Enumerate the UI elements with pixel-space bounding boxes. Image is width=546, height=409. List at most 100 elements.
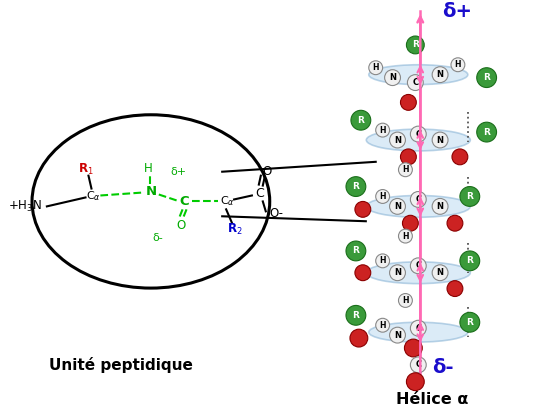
Circle shape bbox=[351, 110, 371, 130]
Circle shape bbox=[432, 132, 448, 148]
Text: C: C bbox=[412, 78, 418, 87]
Text: N: N bbox=[394, 268, 401, 277]
Text: H: H bbox=[402, 231, 408, 240]
Circle shape bbox=[460, 251, 480, 271]
Ellipse shape bbox=[369, 65, 468, 85]
Circle shape bbox=[400, 149, 416, 165]
Text: R: R bbox=[412, 40, 419, 49]
Circle shape bbox=[411, 258, 426, 274]
Text: C: C bbox=[416, 261, 422, 270]
Circle shape bbox=[406, 36, 424, 54]
Circle shape bbox=[407, 75, 423, 90]
Text: +H$_3$N: +H$_3$N bbox=[8, 199, 42, 214]
Text: R$_2$: R$_2$ bbox=[227, 222, 243, 237]
Circle shape bbox=[460, 187, 480, 207]
Circle shape bbox=[376, 254, 390, 268]
Text: H: H bbox=[455, 60, 461, 69]
Text: δ-: δ- bbox=[152, 233, 163, 243]
Text: R: R bbox=[353, 182, 359, 191]
Text: R$_1$: R$_1$ bbox=[78, 162, 93, 177]
Text: H: H bbox=[379, 321, 386, 330]
Text: O: O bbox=[262, 165, 271, 178]
Text: N: N bbox=[389, 73, 396, 82]
Circle shape bbox=[447, 215, 463, 231]
Text: R: R bbox=[358, 116, 364, 125]
Text: C$_α$: C$_α$ bbox=[86, 190, 101, 203]
Circle shape bbox=[432, 198, 448, 214]
Circle shape bbox=[399, 229, 412, 243]
Circle shape bbox=[384, 70, 400, 85]
Text: N: N bbox=[437, 70, 443, 79]
Circle shape bbox=[477, 68, 496, 88]
Text: R: R bbox=[483, 128, 490, 137]
Text: R: R bbox=[483, 73, 490, 82]
Ellipse shape bbox=[366, 196, 470, 217]
Text: R: R bbox=[353, 247, 359, 256]
Circle shape bbox=[346, 306, 366, 325]
Circle shape bbox=[406, 373, 424, 391]
Circle shape bbox=[390, 327, 406, 343]
Text: N: N bbox=[394, 330, 401, 339]
Text: N: N bbox=[394, 135, 401, 144]
Circle shape bbox=[451, 58, 465, 72]
Text: N: N bbox=[437, 268, 443, 277]
Text: N: N bbox=[437, 202, 443, 211]
Text: Unité peptidique: Unité peptidique bbox=[49, 357, 193, 373]
Circle shape bbox=[346, 241, 366, 261]
Circle shape bbox=[447, 281, 463, 297]
Text: H: H bbox=[402, 165, 408, 174]
Text: H: H bbox=[379, 192, 386, 201]
Circle shape bbox=[411, 357, 426, 373]
Circle shape bbox=[390, 198, 406, 214]
Text: C: C bbox=[416, 195, 422, 204]
Text: N: N bbox=[145, 185, 157, 198]
Circle shape bbox=[369, 61, 383, 75]
Text: H: H bbox=[379, 126, 386, 135]
Circle shape bbox=[400, 94, 416, 110]
Circle shape bbox=[376, 189, 390, 203]
Circle shape bbox=[411, 191, 426, 207]
Circle shape bbox=[432, 265, 448, 281]
Circle shape bbox=[399, 163, 412, 177]
Ellipse shape bbox=[366, 262, 470, 283]
Ellipse shape bbox=[366, 129, 470, 151]
Text: O-: O- bbox=[270, 207, 284, 220]
Circle shape bbox=[399, 294, 412, 308]
Text: R: R bbox=[466, 192, 473, 201]
Circle shape bbox=[376, 123, 390, 137]
Text: H: H bbox=[402, 296, 408, 305]
Text: R: R bbox=[466, 256, 473, 265]
Text: H: H bbox=[379, 256, 386, 265]
Circle shape bbox=[355, 265, 371, 281]
Circle shape bbox=[432, 67, 448, 83]
Circle shape bbox=[390, 132, 406, 148]
Text: C: C bbox=[416, 130, 422, 139]
Text: C: C bbox=[256, 187, 264, 200]
Text: H: H bbox=[144, 162, 152, 175]
Circle shape bbox=[350, 329, 368, 347]
Ellipse shape bbox=[32, 115, 270, 288]
Circle shape bbox=[376, 318, 390, 332]
Text: C: C bbox=[416, 360, 422, 369]
Circle shape bbox=[452, 149, 468, 165]
Text: δ+: δ+ bbox=[442, 2, 472, 21]
Circle shape bbox=[346, 177, 366, 196]
Circle shape bbox=[405, 339, 422, 357]
Text: N: N bbox=[437, 135, 443, 144]
Ellipse shape bbox=[369, 322, 468, 342]
Circle shape bbox=[460, 312, 480, 332]
Text: R: R bbox=[466, 318, 473, 327]
Text: O: O bbox=[176, 219, 185, 232]
Circle shape bbox=[402, 215, 418, 231]
Circle shape bbox=[390, 265, 406, 281]
Text: C: C bbox=[416, 324, 422, 333]
Text: δ-: δ- bbox=[432, 358, 454, 378]
Circle shape bbox=[477, 122, 496, 142]
Text: C$_α$: C$_α$ bbox=[219, 195, 235, 208]
Circle shape bbox=[411, 320, 426, 336]
Text: H: H bbox=[372, 63, 379, 72]
Text: δ+: δ+ bbox=[171, 167, 187, 177]
Circle shape bbox=[355, 201, 371, 217]
Text: R: R bbox=[353, 311, 359, 320]
Text: C: C bbox=[180, 195, 189, 208]
